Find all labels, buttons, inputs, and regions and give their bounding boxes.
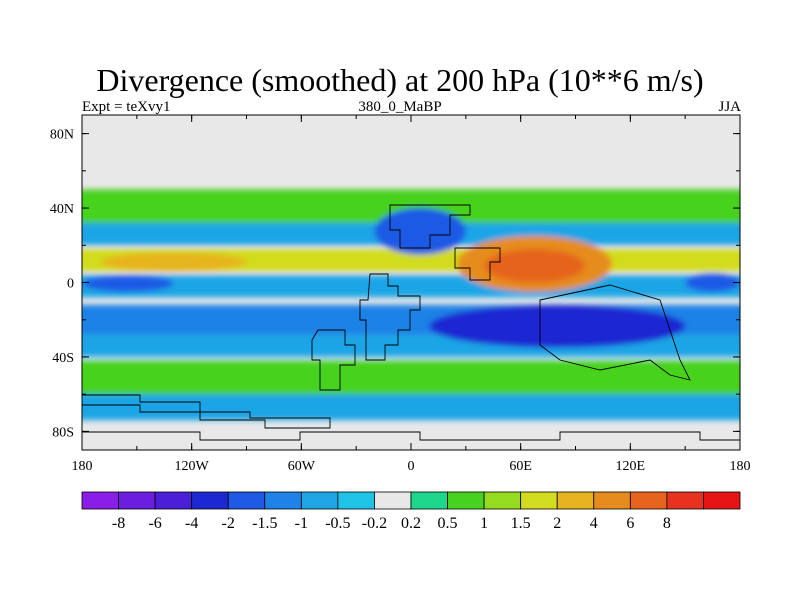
plot-area xyxy=(82,115,740,450)
colorbar-swatch xyxy=(118,491,156,510)
y-tick-label: 80N xyxy=(50,128,74,143)
colorbar-label: 1.5 xyxy=(511,515,531,532)
x-tick-label: 60E xyxy=(509,459,532,474)
field-feature-north-africa-convergence xyxy=(374,208,466,255)
colorbar-label: 4 xyxy=(590,515,598,532)
experiment-label: Expt = teXvy1 xyxy=(82,99,171,115)
field-feature-pacific-convergence xyxy=(82,275,174,292)
season-label: JJA xyxy=(718,99,741,115)
x-axis: 180 120W 60W 0 60E 120E 180 xyxy=(72,115,751,474)
colorbar-swatch xyxy=(264,491,302,510)
colorbar-swatch xyxy=(154,491,193,510)
colorbar-swatch xyxy=(300,491,339,510)
x-tick-label: 180 xyxy=(730,459,751,474)
colorbar-swatch xyxy=(81,491,119,510)
colorbar-label: -6 xyxy=(148,515,161,532)
colorbar-swatch xyxy=(520,491,558,510)
colorbar-label: 2 xyxy=(553,515,561,532)
coastline-0 xyxy=(359,273,421,361)
colorbar-label: -4 xyxy=(185,515,198,532)
x-tick-label: 120W xyxy=(175,459,210,474)
colorbar: -8 -6 -4 -2 -1.5 -1 -0.5 -0.2 0.2 0.5 1 1.5 2 4 6 8 xyxy=(81,491,741,532)
colorbar-swatch xyxy=(629,491,668,510)
field-band-south-high-lat-band xyxy=(82,394,740,421)
field-band-equatorial-convergence xyxy=(82,275,740,298)
coastline-3 xyxy=(539,284,691,381)
colorbar-swatch xyxy=(374,491,412,510)
colorbar-label: -0.2 xyxy=(362,515,387,532)
field-band-south-mid-lat-band xyxy=(82,360,740,395)
colorbar-swatch xyxy=(556,491,595,510)
chart-title: Divergence (smoothed) at 200 hPa (10**6 … xyxy=(96,62,704,98)
colorbar-swatch xyxy=(483,491,522,510)
y-tick-label: 40S xyxy=(52,351,74,366)
field-feature-east-pacific-convergence xyxy=(685,273,740,292)
colorbar-swatch xyxy=(666,491,704,510)
colorbar-swatch xyxy=(191,491,229,510)
colorbar-label: 0.2 xyxy=(401,515,421,532)
colorbar-label: 6 xyxy=(626,515,634,532)
x-tick-label: 0 xyxy=(408,459,415,474)
colorbar-swatch xyxy=(447,491,485,510)
x-tick-label: 180 xyxy=(72,459,93,474)
coastline-1 xyxy=(389,204,471,249)
coastline-6 xyxy=(82,431,740,441)
coastline-layer xyxy=(82,204,740,441)
coastline-5 xyxy=(82,394,331,429)
y-tick-label: 40N xyxy=(50,202,74,217)
colorbar-swatch xyxy=(337,491,375,510)
y-tick-label: 80S xyxy=(52,425,74,440)
field-feature-indian-ocean-core xyxy=(465,312,558,335)
y-tick-label: 0 xyxy=(67,277,74,292)
colorbar-label: -1 xyxy=(295,515,308,532)
colorbar-label: 0.5 xyxy=(438,515,458,532)
colorbar-swatch xyxy=(227,491,266,510)
coastline-4 xyxy=(311,329,356,391)
colorbar-label: -1.5 xyxy=(252,515,277,532)
colorbar-swatch xyxy=(593,491,631,510)
colorbar-swatch xyxy=(703,491,741,510)
colorbar-label: -0.5 xyxy=(325,515,350,532)
x-tick-label: 120E xyxy=(616,459,646,474)
colorbar-label: -8 xyxy=(112,515,125,532)
field-feature-asian-monsoon-core xyxy=(484,249,585,283)
colorbar-label: 1 xyxy=(480,515,488,532)
y-axis: 80N 40N 0 40S 80S xyxy=(50,128,740,440)
colorbar-label: -2 xyxy=(222,515,235,532)
x-tick-label: 60W xyxy=(288,459,316,474)
time-period-label: 380_0_MaBP xyxy=(358,99,442,115)
field-feature-pacific-divergence xyxy=(100,252,247,272)
colorbar-swatch xyxy=(410,491,448,510)
colorbar-label: 8 xyxy=(663,515,671,532)
coastline-2 xyxy=(454,247,501,281)
